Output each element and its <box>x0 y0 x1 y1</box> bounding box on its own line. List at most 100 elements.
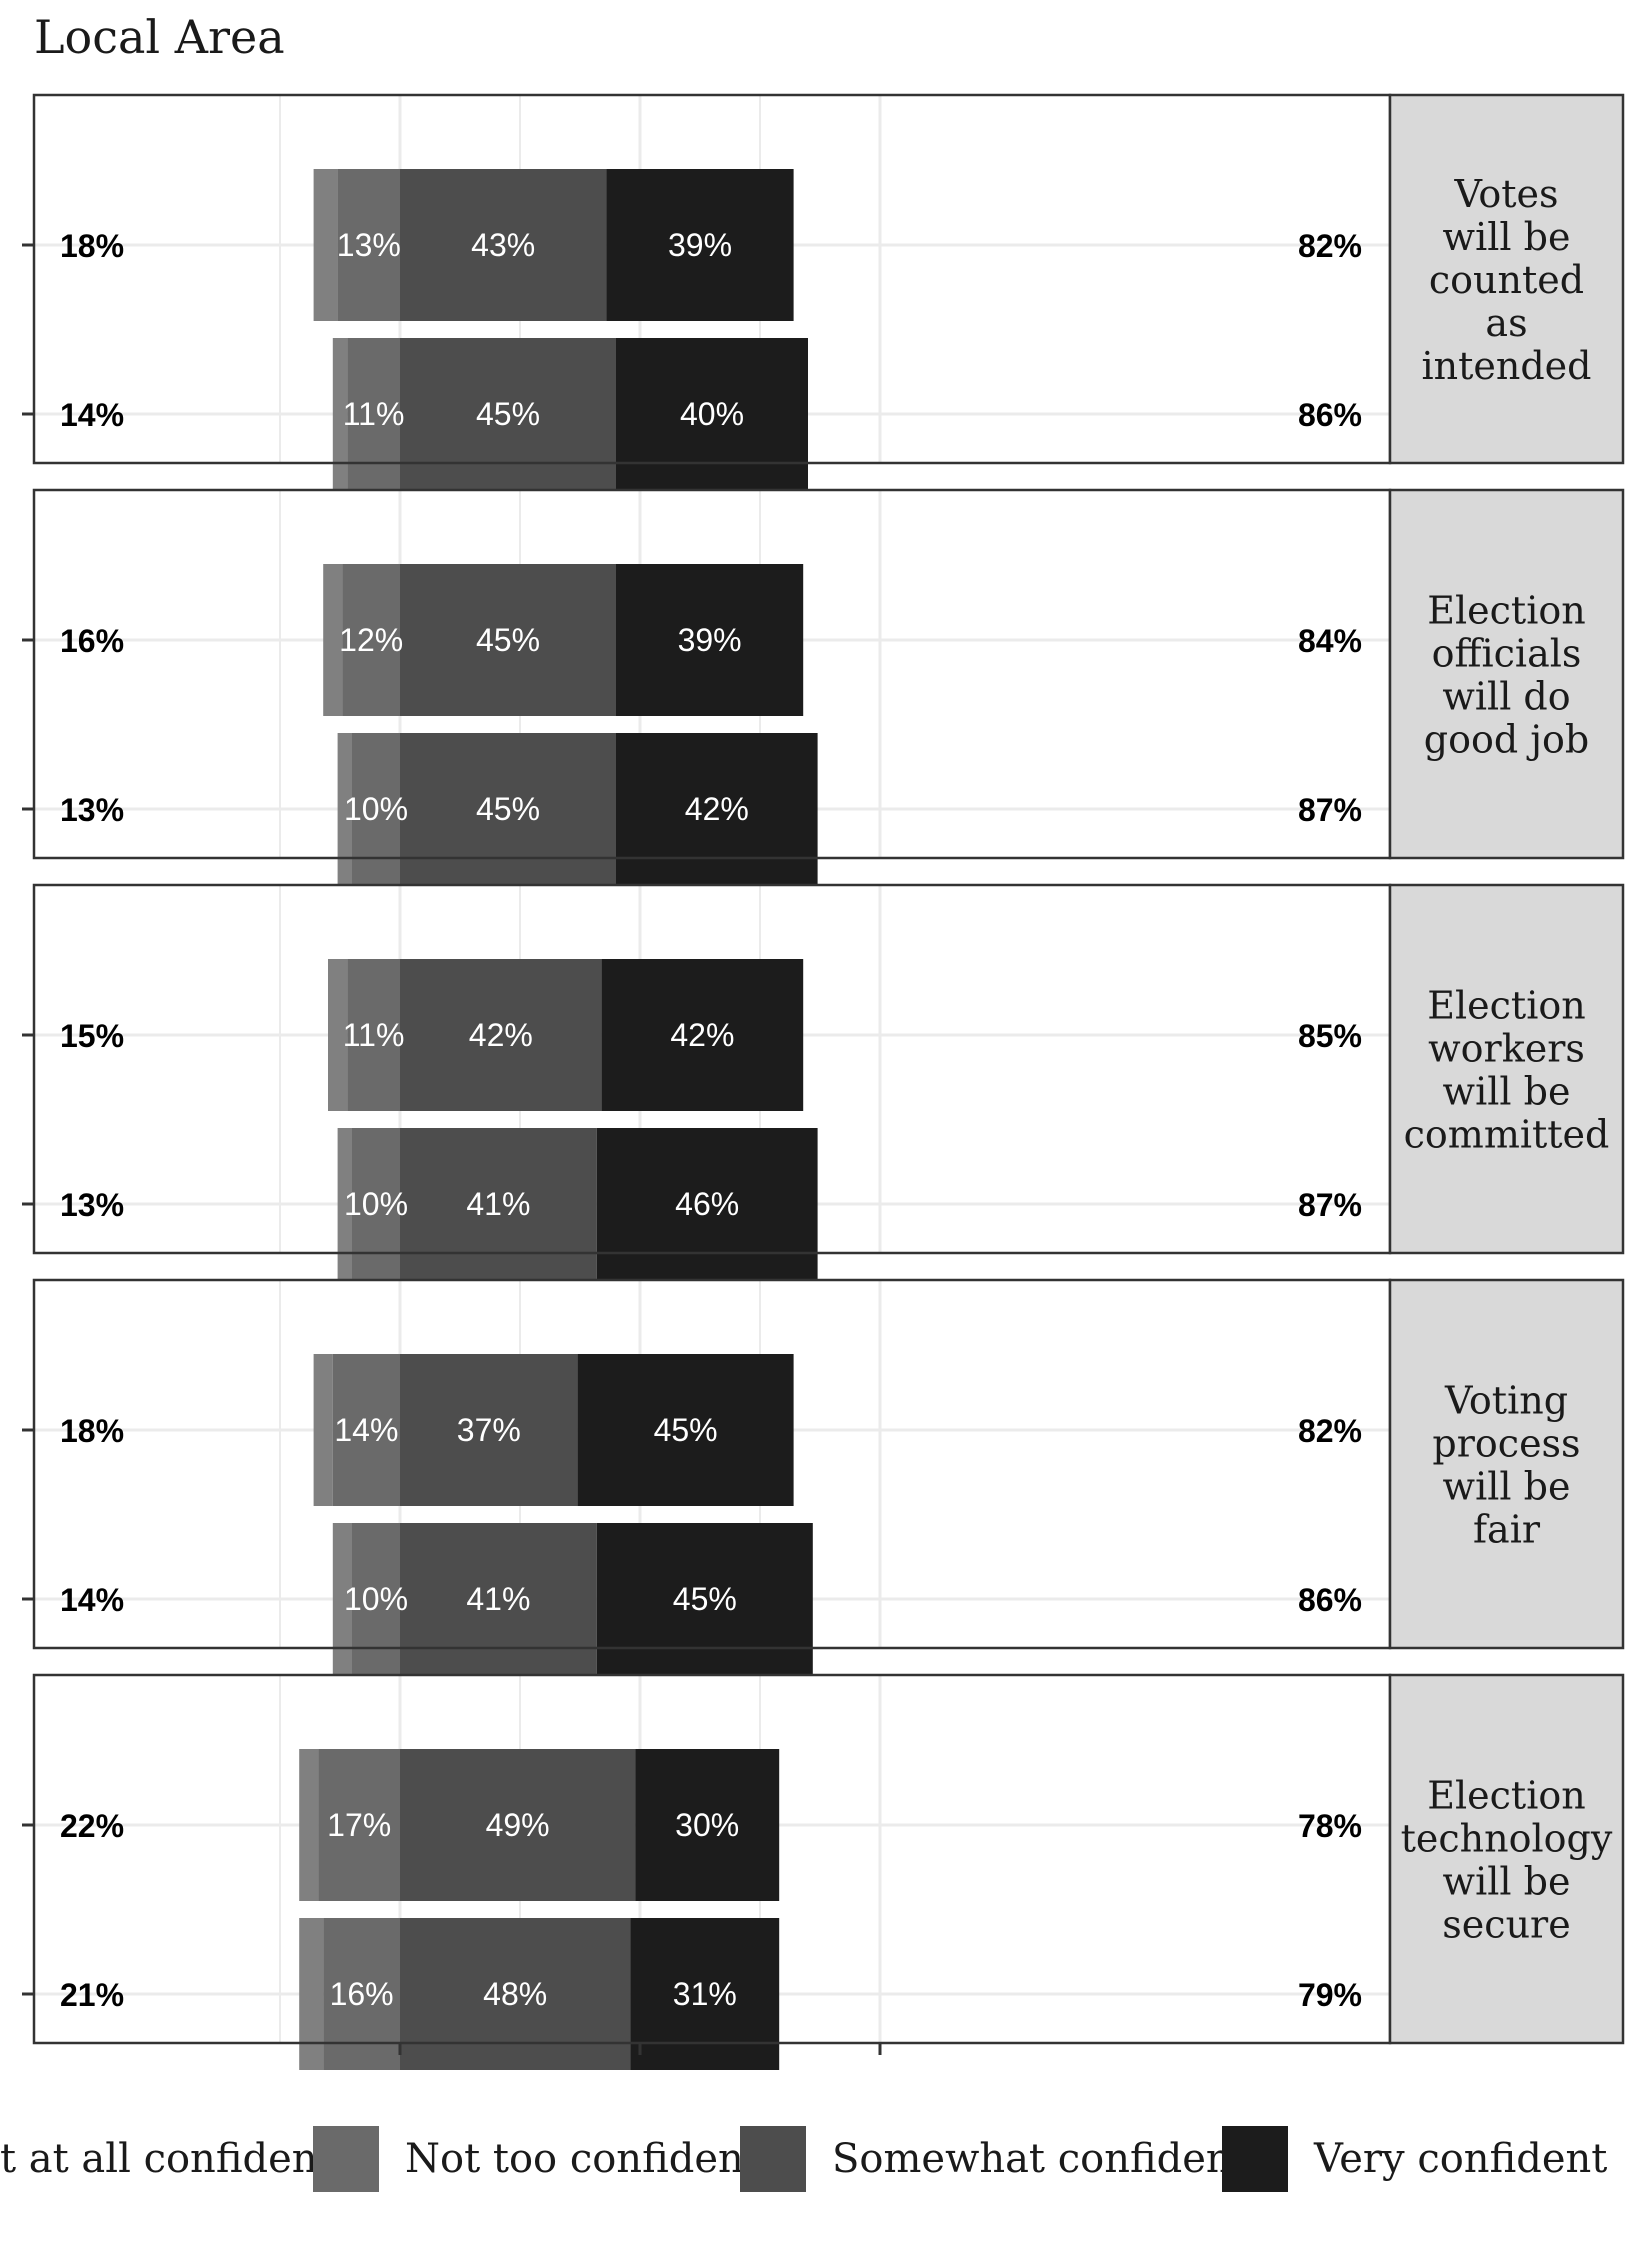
bar-not-at-all-confident <box>313 1354 333 1506</box>
right-total-label: 79% <box>1298 1977 1362 2013</box>
left-total-label: 14% <box>60 397 124 433</box>
bar-data-label: 10% <box>344 1186 408 1222</box>
bar-not-at-all-confident <box>299 1749 319 1901</box>
left-total-label: 18% <box>60 228 124 264</box>
bar-somewhat-confident <box>400 1749 636 1901</box>
bar-data-label: 13% <box>337 227 401 263</box>
left-total-label: 13% <box>60 1187 124 1223</box>
bar-not-too-confident <box>337 169 400 321</box>
bar-data-label: 39% <box>668 227 732 263</box>
bar-data-label: 45% <box>476 396 540 432</box>
facet-strip-label: as <box>1485 301 1527 345</box>
bar-data-label: 48% <box>483 1976 547 2012</box>
right-total-label: 78% <box>1298 1808 1362 1844</box>
bar-data-label: 14% <box>334 1412 398 1448</box>
bar-data-label: 45% <box>476 791 540 827</box>
bar-very-confident <box>616 733 818 885</box>
facet-strip-label: will do <box>1442 675 1570 719</box>
facet-strip-label: Election <box>1427 984 1585 1028</box>
facet-strip-label: workers <box>1428 1027 1585 1071</box>
bar-not-too-confident <box>352 1128 400 1280</box>
bar-somewhat-confident <box>400 1354 578 1506</box>
bar-not-too-confident <box>352 733 400 885</box>
bar-not-too-confident <box>347 338 400 490</box>
bar-not-too-confident <box>352 1523 400 1675</box>
bar-very-confident <box>601 959 804 1111</box>
facet-strip <box>1388 93 1625 465</box>
bar-very-confident <box>616 338 808 490</box>
bar-data-label: 16% <box>330 1976 394 2012</box>
bar-data-label: 17% <box>327 1807 391 1843</box>
bar-data-label: 40% <box>680 396 744 432</box>
facet-strip-label: will be <box>1443 1465 1571 1509</box>
bar-not-too-confident <box>318 1749 400 1901</box>
bar-data-label: 45% <box>654 1412 718 1448</box>
legend-label-very-confident: Very confident <box>1313 2136 1607 2182</box>
bar-data-label: 46% <box>675 1186 739 1222</box>
facet-strip-label: intended <box>1422 344 1592 388</box>
bar-somewhat-confident <box>400 169 607 321</box>
bar-data-label: 45% <box>673 1581 737 1617</box>
bar-very-confident <box>596 1128 818 1280</box>
bar-not-at-all-confident <box>332 338 348 490</box>
chart-title: Local Area <box>34 10 285 64</box>
bar-data-label: 11% <box>343 396 405 432</box>
bar-data-label: 37% <box>457 1412 521 1448</box>
bar-data-label: 39% <box>678 622 742 658</box>
right-total-label: 86% <box>1298 397 1362 433</box>
facet-strip <box>1388 488 1625 860</box>
facet-strip <box>1388 883 1625 1255</box>
bar-somewhat-confident <box>400 959 602 1111</box>
left-total-label: 22% <box>60 1808 124 1844</box>
bar-data-label: 30% <box>675 1807 739 1843</box>
bar-not-too-confident <box>332 1354 400 1506</box>
legend-swatch-very-confident <box>1222 2126 1288 2192</box>
facet-strip-label: committed <box>1404 1113 1610 1157</box>
bar-data-label: 41% <box>466 1186 530 1222</box>
facet-strip-label: Election <box>1427 1774 1585 1818</box>
facet-strip-label: secure <box>1442 1903 1570 1947</box>
legend-label-somewhat-confident: Somewhat confident <box>832 2136 1248 2182</box>
facet-strip <box>1388 1673 1625 2045</box>
facet-strip-label: Election <box>1427 589 1585 633</box>
bar-data-label: 42% <box>670 1017 734 1053</box>
left-total-label: 14% <box>60 1582 124 1618</box>
facet-strip-label: fair <box>1473 1508 1541 1552</box>
bar-data-label: 49% <box>486 1807 550 1843</box>
left-total-label: 21% <box>60 1977 124 2013</box>
left-total-label: 16% <box>60 623 124 659</box>
right-total-label: 82% <box>1298 1413 1362 1449</box>
bar-not-at-all-confident <box>332 1523 352 1675</box>
bar-data-label: 12% <box>339 622 403 658</box>
bar-data-label: 42% <box>469 1017 533 1053</box>
bar-very-confident <box>630 1918 780 2070</box>
legend-swatch-somewhat-confident <box>740 2126 806 2192</box>
bar-not-at-all-confident <box>337 1128 352 1280</box>
facet-strip-label: will be <box>1443 1860 1571 1904</box>
bar-data-label: 10% <box>344 791 408 827</box>
bar-data-label: 45% <box>476 622 540 658</box>
right-total-label: 84% <box>1298 623 1362 659</box>
bar-very-confident <box>635 1749 780 1901</box>
bar-very-confident <box>577 1354 794 1506</box>
bar-not-at-all-confident <box>299 1918 324 2070</box>
facet-strip-label: counted <box>1429 258 1584 302</box>
facet-strip-label: Voting <box>1444 1379 1568 1423</box>
legend-swatch-not-too-confident <box>313 2126 379 2192</box>
bar-not-too-confident <box>323 1918 400 2070</box>
bar-not-at-all-confident <box>313 169 338 321</box>
right-total-label: 87% <box>1298 1187 1362 1223</box>
left-total-label: 13% <box>60 792 124 828</box>
bar-data-label: 31% <box>673 1976 737 2012</box>
facet-strip-label: will be <box>1443 215 1571 259</box>
bar-data-label: 42% <box>685 791 749 827</box>
facet-strip-label: good job <box>1424 718 1589 762</box>
bar-data-label: 43% <box>471 227 535 263</box>
facet-strip <box>1388 1278 1625 1650</box>
bar-very-confident <box>616 564 804 716</box>
bar-somewhat-confident <box>400 1918 631 2070</box>
bar-not-at-all-confident <box>328 959 348 1111</box>
right-total-label: 87% <box>1298 792 1362 828</box>
